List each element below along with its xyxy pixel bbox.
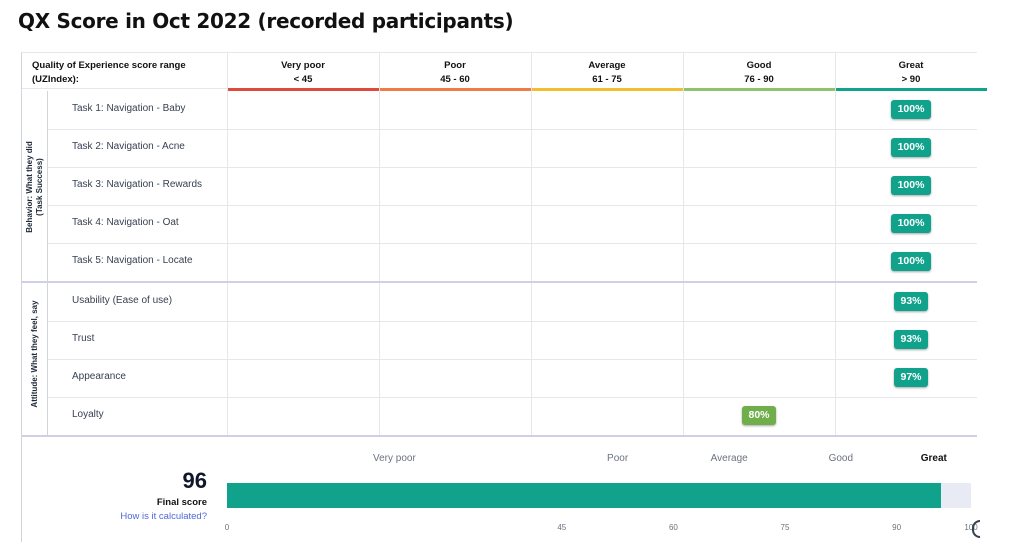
final-band-label: Poor	[607, 453, 629, 464]
band-header-name: Average	[588, 60, 626, 71]
score-badge: 97%	[894, 368, 928, 387]
section-separator	[22, 435, 977, 437]
final-score-label: Final score	[156, 497, 207, 508]
row-divider	[47, 205, 977, 206]
row-divider	[47, 321, 977, 322]
final-score-tick: 75	[780, 523, 790, 532]
row-label: Loyalty	[72, 409, 104, 420]
row-label: Appearance	[72, 371, 126, 382]
final-band-label: Average	[710, 453, 748, 464]
band-color-bar	[683, 88, 835, 91]
score-range-header: Quality of Experience score range (UZInd…	[32, 59, 222, 87]
group-label: Behavior: What they did (Task Success)	[25, 117, 45, 257]
row-divider	[47, 167, 977, 168]
band-header-range: 76 - 90	[744, 74, 774, 85]
band-header-name: Great	[898, 60, 924, 71]
page-title: QX Score in Oct 2022 (recorded participa…	[18, 9, 514, 33]
band-header-name: Very poor	[281, 60, 325, 71]
score-badge: 93%	[894, 330, 928, 349]
band-header-range: < 45	[293, 74, 313, 85]
score-badge: 93%	[894, 292, 928, 311]
band-header-range: 61 - 75	[592, 74, 622, 85]
final-score-tick: 0	[224, 523, 230, 532]
group-divider	[47, 91, 48, 435]
band-color-bar	[531, 88, 683, 91]
final-band-label: Great	[920, 453, 947, 464]
row-label: Task 1: Navigation - Baby	[72, 103, 186, 114]
column-divider	[531, 53, 532, 435]
band-color-bar	[379, 88, 531, 91]
column-divider	[835, 53, 836, 435]
row-divider	[47, 129, 977, 130]
final-band-label: Good	[828, 453, 854, 464]
band-header-name: Poor	[444, 60, 466, 71]
row-label: Task 3: Navigation - Rewards	[72, 179, 203, 190]
band-color-bar	[835, 88, 987, 91]
final-band-label: Very poor	[372, 453, 416, 464]
row-divider	[47, 243, 977, 244]
group-label-line1: Attitude: What they feel, say	[30, 300, 39, 408]
score-badge: 80%	[742, 406, 776, 425]
band-header-great: Great > 90	[835, 59, 987, 87]
band-header-poor: Poor 45 - 60	[379, 59, 531, 87]
score-badge: 100%	[891, 176, 931, 195]
score-badge: 100%	[891, 100, 931, 119]
band-header-name: Good	[746, 60, 772, 71]
score-badge: 100%	[891, 252, 931, 271]
header-underline	[22, 88, 227, 89]
group-label-line1: Behavior: What they did	[25, 141, 34, 233]
scroll-handle-icon[interactable]	[972, 520, 980, 538]
score-range-label-line1: Quality of Experience score range	[32, 60, 186, 71]
row-divider	[47, 359, 977, 360]
band-header-average: Average 61 - 75	[531, 59, 683, 87]
row-label: Task 5: Navigation - Locate	[72, 255, 193, 266]
band-color-bar	[227, 88, 379, 91]
band-header-range: 45 - 60	[440, 74, 470, 85]
group-label: Attitude: What they feel, say	[30, 284, 40, 424]
column-divider	[227, 53, 228, 435]
final-score-tick: 45	[557, 523, 567, 532]
final-score-bar	[227, 483, 942, 508]
column-divider	[379, 53, 380, 435]
score-range-label-line2: (UZIndex):	[32, 74, 79, 85]
band-header-good: Good 76 - 90	[683, 59, 835, 87]
band-header-range: > 90	[901, 74, 921, 85]
section-separator	[22, 281, 977, 283]
row-divider	[47, 397, 977, 398]
row-label: Task 4: Navigation - Oat	[72, 217, 179, 228]
final-score-tick: 100	[964, 523, 978, 532]
final-score-tick: 90	[892, 523, 902, 532]
how-calculated-link[interactable]: How is it calculated?	[120, 511, 207, 522]
row-label: Usability (Ease of use)	[72, 295, 173, 306]
score-badge: 100%	[891, 138, 931, 157]
row-label: Task 2: Navigation - Acne	[72, 141, 185, 152]
score-badge: 100%	[891, 214, 931, 233]
row-label: Trust	[72, 333, 95, 344]
band-header-very-poor: Very poor < 45	[227, 59, 379, 87]
final-score-value: 96	[182, 468, 207, 493]
column-divider	[683, 53, 684, 435]
group-label-line2: (Task Success)	[35, 158, 44, 216]
final-score-tick: 60	[668, 523, 678, 532]
qx-score-panel: Quality of Experience score range (UZInd…	[21, 52, 987, 542]
